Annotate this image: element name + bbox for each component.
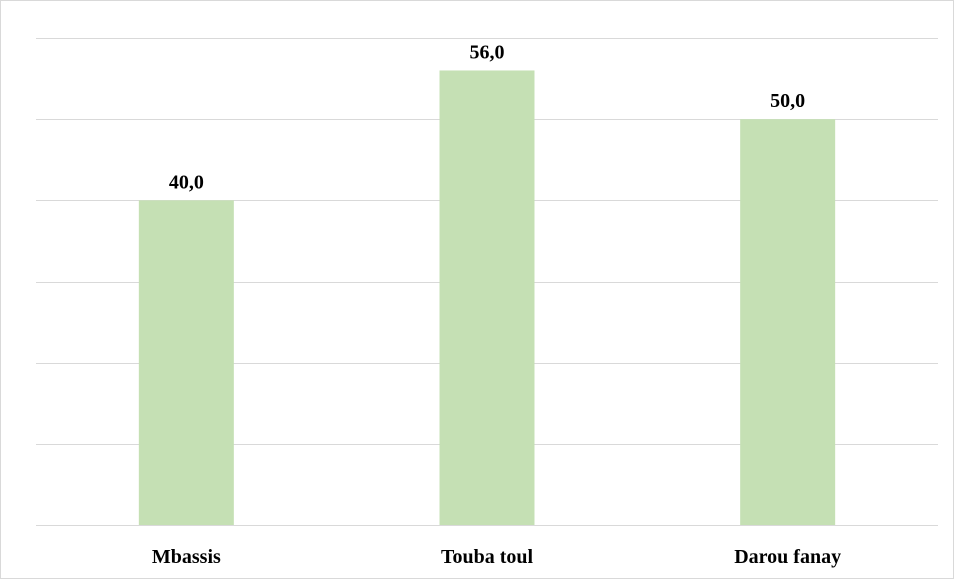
category-tick-label: Touba toul bbox=[441, 546, 534, 568]
bars bbox=[138, 70, 836, 526]
category-tick-labels: Mbassis Touba toul Darou fanay bbox=[152, 546, 841, 568]
data-label: 56,0 bbox=[470, 41, 505, 63]
data-label: 50,0 bbox=[770, 90, 805, 112]
bar bbox=[439, 70, 535, 525]
category-tick-label: Mbassis bbox=[152, 546, 221, 568]
bar bbox=[138, 200, 234, 526]
data-label: 40,0 bbox=[169, 171, 204, 193]
data-labels: 40,0 56,0 50,0 bbox=[169, 41, 805, 193]
category-tick-label: Darou fanay bbox=[734, 546, 841, 568]
bar bbox=[740, 119, 836, 526]
